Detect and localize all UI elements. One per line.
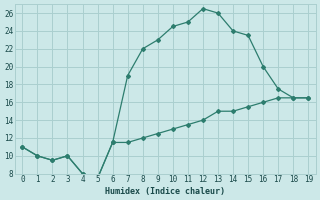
X-axis label: Humidex (Indice chaleur): Humidex (Indice chaleur) (105, 187, 225, 196)
